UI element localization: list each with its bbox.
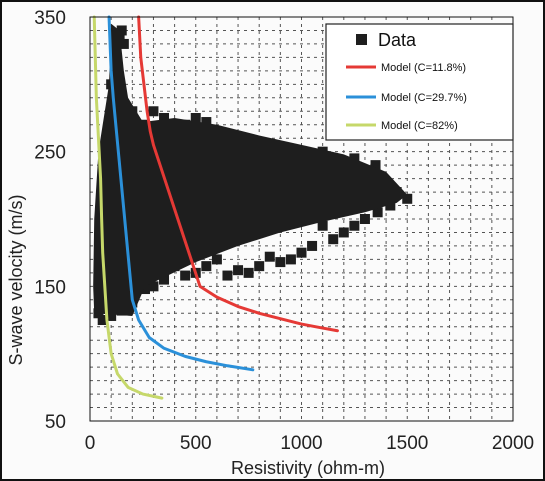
data-point: [180, 270, 191, 281]
model-line-1: [107, 15, 255, 372]
data-point: [349, 220, 360, 231]
data-point: [402, 193, 413, 204]
data-point: [264, 251, 275, 262]
data-point: [201, 261, 212, 272]
model-line-2: [92, 15, 164, 400]
x-tick-label: 1000: [280, 433, 322, 454]
data-point: [190, 113, 201, 123]
data-point: [359, 214, 370, 224]
data-point: [275, 257, 286, 268]
x-tick-label: 500: [180, 433, 212, 454]
legend-model-c82-label: Model (C=82%): [381, 120, 458, 132]
plot-area-border: [89, 16, 514, 422]
data-point: [254, 261, 265, 272]
data-point: [370, 160, 381, 171]
y-tick-labels: 50 150 250 350: [34, 8, 66, 433]
data-point: [159, 113, 170, 123]
x-tick-label: 1500: [386, 433, 428, 454]
y-tick-label: 350: [34, 8, 66, 29]
data-point: [139, 284, 150, 295]
legend: Data Model (C=11.8%) Model (C=29.7%) Mod…: [325, 23, 514, 141]
data-point: [159, 274, 170, 285]
data-point: [243, 267, 254, 278]
data-point: [222, 270, 233, 281]
data-point: [201, 117, 212, 128]
data-point: [148, 281, 159, 292]
y-tick-label: 150: [34, 277, 66, 298]
data-point: [307, 240, 318, 251]
y-tick-label: 250: [34, 143, 66, 164]
data-point: [328, 234, 339, 245]
legend-model-c11-label: Model (C=11.8%): [381, 62, 466, 74]
y-axis-label: S-wave velocity (m/s): [6, 194, 26, 365]
data-point: [372, 207, 383, 218]
legend-data-marker: [356, 34, 367, 45]
data-point: [148, 106, 159, 117]
data-point: [233, 265, 244, 276]
data-point: [106, 310, 117, 321]
data-point: [116, 25, 127, 36]
model-line-0: [137, 15, 339, 333]
data-point: [118, 38, 129, 49]
data-point: [211, 254, 222, 265]
data-cluster: [93, 23, 408, 316]
legend-data-label: Data: [378, 30, 417, 50]
model-lines: [92, 15, 339, 400]
data-point: [296, 247, 307, 258]
y-tick-label: 50: [45, 412, 66, 433]
data-point: [385, 200, 396, 211]
data-point: [338, 227, 349, 238]
x-axis-label: Resistivity (ohm-m): [231, 458, 385, 478]
data-point: [97, 315, 108, 325]
data-point: [349, 153, 360, 164]
data-point: [317, 220, 328, 231]
data-point: [285, 254, 296, 265]
x-tick-labels: 0 500 1000 1500 2000: [85, 433, 534, 454]
x-tick-label: 2000: [492, 433, 534, 454]
legend-model-c29-label: Model (C=29.7%): [381, 92, 467, 104]
x-tick-label: 0: [85, 433, 96, 454]
